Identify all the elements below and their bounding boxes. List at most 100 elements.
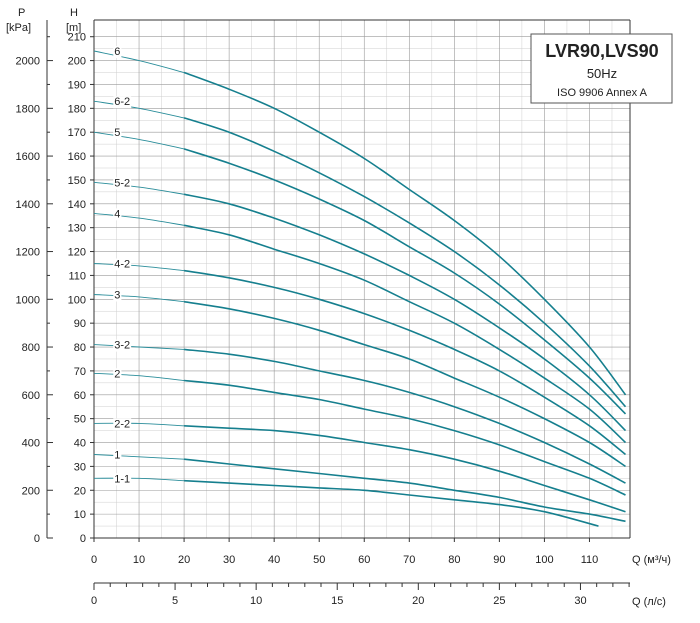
series-line-start	[93, 131, 185, 150]
series-line-start	[93, 50, 185, 73]
series-label: 2	[114, 368, 120, 380]
series-line-start	[93, 372, 185, 381]
p-tick-label: 600	[22, 390, 40, 402]
series-line-start	[93, 263, 185, 272]
series-label-bg	[113, 418, 132, 431]
series-label-bg	[113, 127, 122, 140]
h-tick-label: 100	[68, 294, 86, 306]
x-tick-label: 80	[448, 554, 460, 566]
p-tick-label: 0	[34, 533, 40, 545]
p-tick-label: 1600	[16, 151, 40, 163]
series-line	[184, 479, 599, 527]
series-line	[183, 71, 627, 396]
x-tick-label: 70	[403, 554, 415, 566]
ls-tick-label: 15	[331, 595, 343, 607]
series-label: 6	[114, 46, 120, 58]
title-box: LVR90,LVS90 50Hz ISO 9906 Annex A	[530, 33, 673, 104]
series-label-bg	[113, 368, 122, 381]
h-tick-label: 50	[74, 414, 86, 426]
series-5-2: 5-2	[93, 177, 627, 432]
series-label: 1	[114, 449, 120, 461]
series-3: 3	[93, 289, 626, 468]
series-label: 5	[114, 127, 120, 139]
series-1: 1	[93, 449, 626, 523]
grid	[93, 20, 630, 539]
ls-tick-label: 0	[91, 595, 97, 607]
h-tick-label: 40	[74, 438, 86, 450]
series-line-start	[93, 422, 185, 427]
h-axis-symbol: H	[70, 7, 78, 19]
series-label-bg	[113, 177, 132, 190]
series-2-2: 2-2	[93, 418, 626, 513]
series-label-bg	[113, 258, 132, 271]
p-tick-label: 1400	[16, 199, 40, 211]
h-tick-label: 200	[68, 56, 86, 68]
curves: 6 6-2 5 5-2 4 4-2 3 3-2 2 2-2 1 1-1	[93, 46, 627, 527]
h-tick-label: 30	[74, 461, 86, 473]
h-tick-label: 70	[74, 366, 86, 378]
h-axis-unit: [m]	[66, 22, 81, 34]
series-label: 6-2	[114, 96, 130, 108]
h-tick-label: 120	[68, 247, 86, 259]
x-tick-label: 20	[178, 554, 190, 566]
h-tick-label: 170	[68, 127, 86, 139]
h-tick-label: 210	[68, 32, 86, 44]
series-line	[183, 148, 627, 415]
series-label: 3-2	[114, 340, 130, 352]
series-label-bg	[113, 208, 122, 221]
h-tick-label: 190	[68, 79, 86, 91]
series-label: 2-2	[114, 418, 130, 430]
series-line-start	[93, 100, 185, 119]
series-line	[183, 300, 626, 468]
p-axis-unit: [kPa]	[6, 22, 31, 34]
series-label-bg	[113, 46, 122, 59]
x-tick-label: 40	[268, 554, 280, 566]
h-tick-label: 90	[74, 318, 86, 330]
x-tick-label: 0	[91, 554, 97, 566]
series-label: 4	[114, 208, 120, 220]
series-line-start	[93, 294, 185, 303]
x-tick-label: 110	[581, 554, 599, 566]
ls-tick-label: 25	[493, 595, 505, 607]
h-tick-label: 160	[68, 151, 86, 163]
axes	[46, 19, 631, 590]
series-4-2: 4-2	[93, 258, 626, 456]
series-line-start	[93, 477, 185, 482]
series-6-2: 6-2	[93, 96, 627, 408]
series-label-bg	[113, 449, 122, 462]
x-tick-label: 30	[223, 554, 235, 566]
h-tick-label: 130	[68, 223, 86, 235]
series-6: 6	[93, 46, 627, 396]
series-label: 1-1	[114, 473, 130, 485]
h-tick-label: 10	[74, 509, 86, 521]
series-line-start	[93, 454, 185, 460]
series-line	[183, 193, 627, 432]
ls-tick-label: 10	[250, 595, 262, 607]
series-3-2: 3-2	[93, 339, 626, 484]
series-4: 4	[93, 208, 627, 444]
x-tick-label: 10	[133, 554, 145, 566]
series-label-bg	[113, 339, 132, 352]
series-line	[183, 117, 627, 408]
series-line-start	[93, 344, 185, 350]
series-line	[183, 269, 626, 456]
series-line	[183, 224, 627, 444]
p-axis-symbol: P	[18, 7, 25, 19]
series-2: 2	[93, 368, 626, 496]
ls-tick-label: 5	[172, 595, 178, 607]
x-tick-label: 100	[535, 554, 553, 566]
h-tick-label: 140	[68, 199, 86, 211]
p-tick-label: 1200	[16, 247, 40, 259]
series-line	[184, 425, 626, 513]
series-1-1: 1-1	[93, 473, 599, 527]
p-tick-label: 1000	[16, 294, 40, 306]
tick-labels: 0102030405060708090100110120130140150160…	[16, 32, 599, 607]
chart-standard: ISO 9906 Annex A	[557, 87, 648, 99]
series-label: 5-2	[114, 177, 130, 189]
h-tick-label: 110	[68, 270, 86, 282]
series-label-bg	[113, 96, 132, 109]
p-tick-label: 400	[22, 438, 40, 450]
series-label-bg	[113, 473, 132, 486]
p-tick-label: 2000	[16, 56, 40, 68]
